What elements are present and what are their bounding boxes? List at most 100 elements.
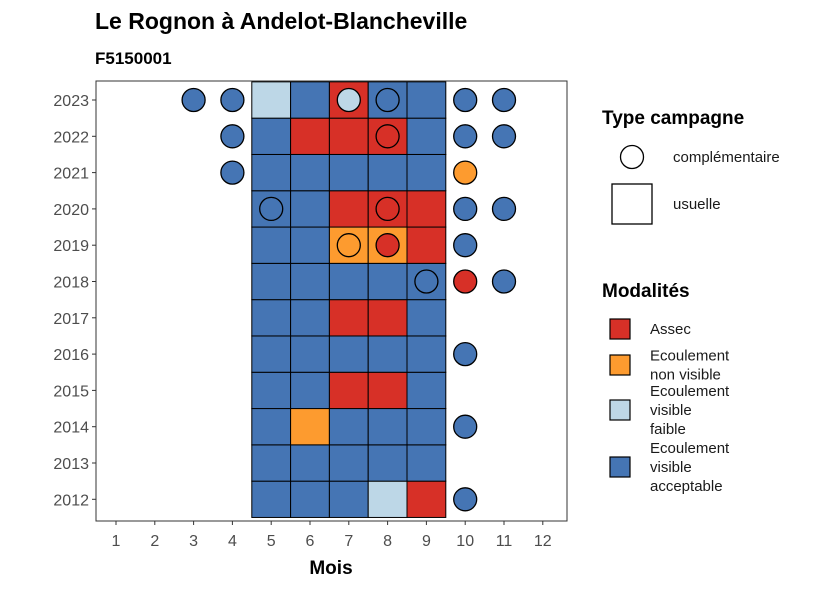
legend-label-acceptable: Ecoulement visible acceptable: [650, 440, 730, 495]
usual-cell-2013-6: [290, 444, 330, 482]
usual-cell-2022-5: [251, 117, 292, 155]
usual-cell-2017-8: [367, 299, 408, 337]
x-tick-label-3: 3: [189, 533, 198, 550]
complementary-point-2014-10: [453, 414, 478, 439]
usual-cell-2016-5: [251, 335, 292, 373]
usual-cell-2012-8: [367, 480, 408, 518]
usual-cell-2014-9: [406, 408, 447, 446]
y-tick-label-2020: 2020: [53, 202, 89, 219]
y-tick-label-2014: 2014: [53, 420, 89, 437]
usual-cell-2013-5: [251, 444, 292, 482]
complementary-point-2020-10: [453, 196, 478, 222]
usual-cell-2017-6: [290, 299, 330, 337]
complementary-point-2019-7: [336, 233, 361, 258]
usual-cell-2016-9: [406, 335, 447, 373]
usual-cell-2015-6: [290, 371, 330, 410]
complementary-point-2023-4: [220, 87, 245, 113]
y-axis: 2012 2013 2014 2015 2016 2017 2018 2019 2020 2021…: [53, 93, 96, 509]
chart-subtitle: F5150001: [95, 49, 172, 68]
panel-border: [95, 80, 568, 522]
complementary-point-2023-7: [336, 87, 361, 113]
x-tick-label-4: 4: [228, 533, 237, 550]
complementary-point-2022-4: [220, 124, 245, 149]
usual-cell-2021-8: [367, 153, 408, 192]
complementary-point-2022-8: [375, 124, 400, 149]
usual-cell-2018-8: [367, 262, 408, 301]
usual-cell-2018-7: [328, 262, 369, 301]
complementary-point-2018-10: [453, 269, 478, 294]
usual-cell-2013-9: [406, 444, 447, 482]
usual-cell-2015-9: [406, 371, 447, 410]
y-tick-label-2018: 2018: [53, 275, 89, 292]
usual-cell-2014-6: [290, 408, 330, 446]
legend-swatch-assec: [609, 318, 631, 340]
y-tick-label-2022: 2022: [53, 129, 89, 146]
legend-campaign-title: Type campagne: [602, 108, 744, 129]
x-tick-label-10: 10: [456, 533, 474, 550]
usual-cell-2015-7: [328, 371, 369, 410]
usual-cell-2017-5: [251, 299, 292, 337]
usual-cell-2015-5: [251, 371, 292, 410]
usual-cell-2020-9: [406, 190, 447, 228]
y-tick-label-2013: 2013: [53, 456, 89, 473]
legend-label-usuelle: usuelle: [673, 196, 721, 213]
usual-cell-2022-9: [406, 117, 447, 155]
usual-cell-2014-8: [367, 408, 408, 446]
usual-cell-2018-6: [290, 262, 330, 301]
complementary-point-2021-4: [220, 160, 245, 185]
complementary-point-2023-8: [375, 87, 400, 113]
usual-cell-2012-7: [328, 480, 369, 518]
complementary-point-2019-10: [453, 233, 478, 258]
legend-label-non_visible: Ecoulement non visible: [650, 348, 730, 384]
usual-cell-2023-6: [290, 81, 330, 119]
complementary-point-2023-11: [491, 87, 517, 113]
complementary-point-2022-10: [453, 124, 478, 149]
y-tick-label-2016: 2016: [53, 347, 89, 364]
usual-cell-2012-5: [251, 480, 292, 518]
complementary-point-2018-11: [491, 269, 517, 294]
chart-title: Le Rognon à Andelot-Blancheville: [95, 8, 467, 34]
usual-cell-2023-5: [251, 81, 292, 119]
complementary-point-2023-3: [181, 87, 206, 113]
x-tick-label-9: 9: [422, 533, 431, 550]
y-tick-label-2017: 2017: [53, 311, 89, 328]
x-tick-label-5: 5: [267, 533, 276, 550]
complementary-point-2023-10: [453, 87, 478, 113]
usual-cell-2014-7: [328, 408, 369, 446]
complementary-point-2012-10: [453, 487, 478, 512]
complementary-point-2020-5: [259, 196, 284, 222]
usual-cell-2021-9: [406, 153, 447, 192]
x-tick-label-1: 1: [112, 533, 121, 550]
complementary-point-2021-10: [453, 160, 478, 185]
complementary-point-2016-10: [453, 341, 478, 367]
usual-cell-2014-5: [251, 408, 292, 446]
usual-cell-2017-9: [406, 299, 447, 337]
usual-cells: [251, 81, 447, 518]
complementary-point-2020-11: [491, 196, 517, 222]
legend-key-usuelle: [611, 183, 653, 225]
x-axis-title: Mois: [309, 558, 352, 579]
usual-cell-2021-7: [328, 153, 369, 192]
usual-cell-2017-7: [328, 299, 369, 337]
usual-cell-2016-7: [328, 335, 369, 373]
usual-cell-2012-9: [406, 480, 447, 518]
usual-cell-2020-6: [290, 190, 330, 228]
usual-cell-2012-6: [290, 480, 330, 518]
usual-cell-2013-8: [367, 444, 408, 482]
usual-cell-2021-5: [251, 153, 292, 192]
usual-cell-2019-5: [251, 226, 292, 264]
y-tick-label-2019: 2019: [53, 238, 89, 255]
legend-swatch-non_visible: [609, 354, 631, 376]
usual-cell-2018-5: [251, 262, 292, 301]
y-tick-label-2012: 2012: [53, 492, 89, 509]
usual-cell-2022-6: [290, 117, 330, 155]
x-tick-label-2: 2: [150, 533, 159, 550]
legend-modalites-title: Modalités: [602, 281, 690, 302]
usual-cell-2013-7: [328, 444, 369, 482]
usual-cell-2022-7: [328, 117, 369, 155]
legend-key-complementaire: [619, 144, 645, 170]
y-tick-label-2023: 2023: [53, 93, 89, 110]
x-tick-label-8: 8: [383, 533, 392, 550]
